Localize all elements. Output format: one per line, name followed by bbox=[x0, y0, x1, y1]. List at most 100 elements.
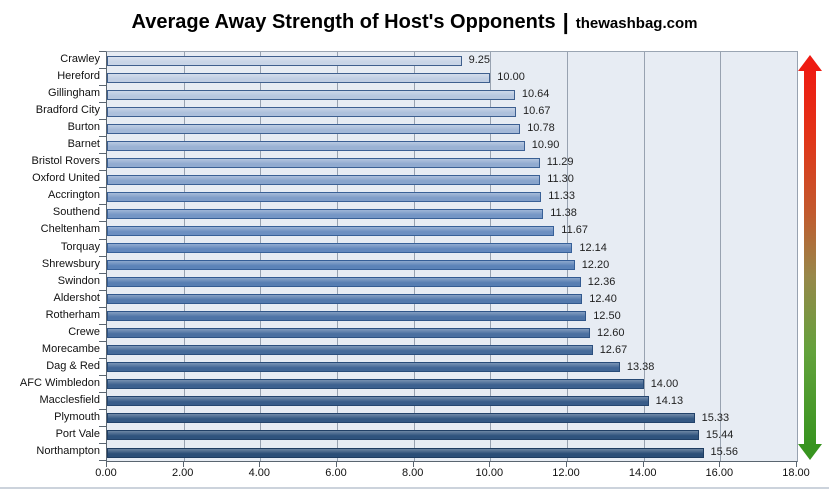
value-label: 15.44 bbox=[705, 428, 734, 441]
y-axis-tick bbox=[99, 170, 106, 172]
bar bbox=[107, 277, 581, 288]
value-label: 11.38 bbox=[550, 207, 577, 220]
gridline bbox=[720, 52, 722, 461]
value-label: 10.90 bbox=[531, 139, 560, 152]
y-axis-labels: Crawley Hereford Gillingham Bradford City Bu… bbox=[0, 51, 100, 462]
bar bbox=[107, 294, 583, 305]
category-label: Macclesfield bbox=[39, 393, 100, 406]
category-label: Southend bbox=[52, 206, 100, 219]
x-axis-tick bbox=[412, 462, 414, 467]
y-axis-tick bbox=[99, 85, 106, 87]
value-label: 10.00 bbox=[497, 71, 525, 83]
category-label: Northampton bbox=[36, 445, 100, 457]
y-axis-tick bbox=[99, 391, 106, 393]
bar bbox=[107, 328, 590, 339]
arrow-down-icon bbox=[798, 444, 822, 460]
bar bbox=[107, 311, 587, 322]
category-label: Port Vale bbox=[55, 427, 100, 440]
y-axis-tick bbox=[99, 204, 106, 206]
category-label: Rotherham bbox=[45, 308, 100, 321]
x-axis-tick bbox=[336, 462, 337, 467]
y-axis-tick bbox=[99, 306, 106, 308]
y-axis-tick bbox=[99, 255, 106, 257]
x-axis-tick bbox=[182, 462, 184, 467]
x-axis-tick-label: 10.00 bbox=[475, 467, 504, 479]
category-label: Bradford City bbox=[35, 104, 100, 117]
value-label: 15.33 bbox=[701, 411, 730, 424]
bar bbox=[107, 191, 542, 202]
x-axis-tick-label: 14.00 bbox=[628, 467, 657, 479]
chart-title-main: Average Away Strength of Host's Opponent… bbox=[131, 11, 556, 33]
y-axis-tick bbox=[99, 289, 106, 291]
bar bbox=[107, 140, 525, 151]
y-axis-tick bbox=[99, 51, 106, 52]
y-axis-tick bbox=[99, 68, 106, 69]
x-axis-tick bbox=[796, 462, 797, 467]
value-label: 12.67 bbox=[599, 343, 628, 356]
value-label: 12.50 bbox=[593, 309, 621, 322]
y-axis-tick bbox=[99, 460, 106, 461]
x-axis-tick bbox=[489, 462, 491, 467]
category-label: Dag & Red bbox=[46, 359, 100, 372]
category-label: Swindon bbox=[57, 274, 100, 287]
category-label: Barnet bbox=[67, 138, 100, 151]
arrow-up-icon bbox=[798, 55, 822, 71]
y-axis-tick bbox=[99, 443, 106, 444]
category-label: Torquay bbox=[60, 240, 100, 253]
category-label: Burton bbox=[67, 121, 100, 134]
category-label: Gillingham bbox=[48, 87, 100, 100]
value-label: 12.36 bbox=[587, 275, 616, 288]
y-axis-tick bbox=[99, 340, 106, 342]
gridline bbox=[413, 52, 415, 461]
category-label: Hereford bbox=[57, 70, 100, 82]
x-axis-tick-label: 16.00 bbox=[705, 467, 734, 479]
category-label: Morecambe bbox=[41, 342, 100, 355]
value-label: 11.30 bbox=[547, 173, 574, 186]
category-label: Shrewsbury bbox=[41, 257, 100, 270]
x-axis-tick-label: 12.00 bbox=[552, 467, 580, 479]
x-axis-tick-label: 4.00 bbox=[248, 467, 270, 479]
plot-area: 9.25 10.00 10.64 10.67 10.78 10.90 11.29 11.30 1… bbox=[106, 51, 798, 462]
bar bbox=[107, 260, 575, 270]
y-axis-tick bbox=[99, 136, 106, 138]
gridline bbox=[337, 52, 338, 461]
value-label: 14.13 bbox=[655, 394, 684, 407]
bar bbox=[107, 413, 695, 424]
bar bbox=[107, 345, 593, 356]
y-axis-tick bbox=[99, 119, 106, 121]
bar bbox=[107, 72, 491, 83]
title-separator-icon: | bbox=[562, 9, 569, 34]
category-label: Crewe bbox=[68, 325, 100, 338]
y-axis-tick bbox=[99, 323, 106, 325]
value-label: 11.29 bbox=[546, 156, 574, 169]
bar bbox=[107, 89, 515, 100]
bar bbox=[107, 106, 516, 117]
value-label: 12.60 bbox=[597, 326, 625, 339]
category-label: Plymouth bbox=[54, 410, 100, 423]
x-axis-tick-label: 8.00 bbox=[401, 467, 424, 479]
gridline bbox=[183, 52, 185, 461]
x-axis-tick-label: 18.00 bbox=[782, 467, 810, 479]
y-axis-tick bbox=[99, 102, 106, 104]
chart-frame-border bbox=[0, 487, 829, 489]
category-label: Cheltenham bbox=[40, 223, 100, 236]
y-axis-tick bbox=[99, 357, 106, 359]
value-label: 13.38 bbox=[626, 360, 655, 373]
bar bbox=[107, 362, 620, 373]
x-axis-tick-label: 6.00 bbox=[325, 467, 347, 479]
value-label: 10.78 bbox=[527, 122, 555, 135]
gridline bbox=[490, 52, 492, 461]
bar bbox=[107, 208, 544, 219]
category-label: Crawley bbox=[60, 53, 100, 65]
gridline bbox=[643, 52, 645, 461]
y-axis-tick bbox=[99, 425, 106, 427]
x-axis-tick bbox=[566, 462, 567, 467]
x-axis-tick bbox=[106, 462, 107, 467]
gridline bbox=[567, 52, 568, 461]
value-label: 10.64 bbox=[521, 88, 550, 101]
y-axis-tick bbox=[99, 272, 106, 274]
x-axis-tick-label: 2.00 bbox=[171, 467, 194, 479]
y-axis-tick bbox=[99, 221, 106, 223]
category-label: Accrington bbox=[48, 189, 100, 202]
